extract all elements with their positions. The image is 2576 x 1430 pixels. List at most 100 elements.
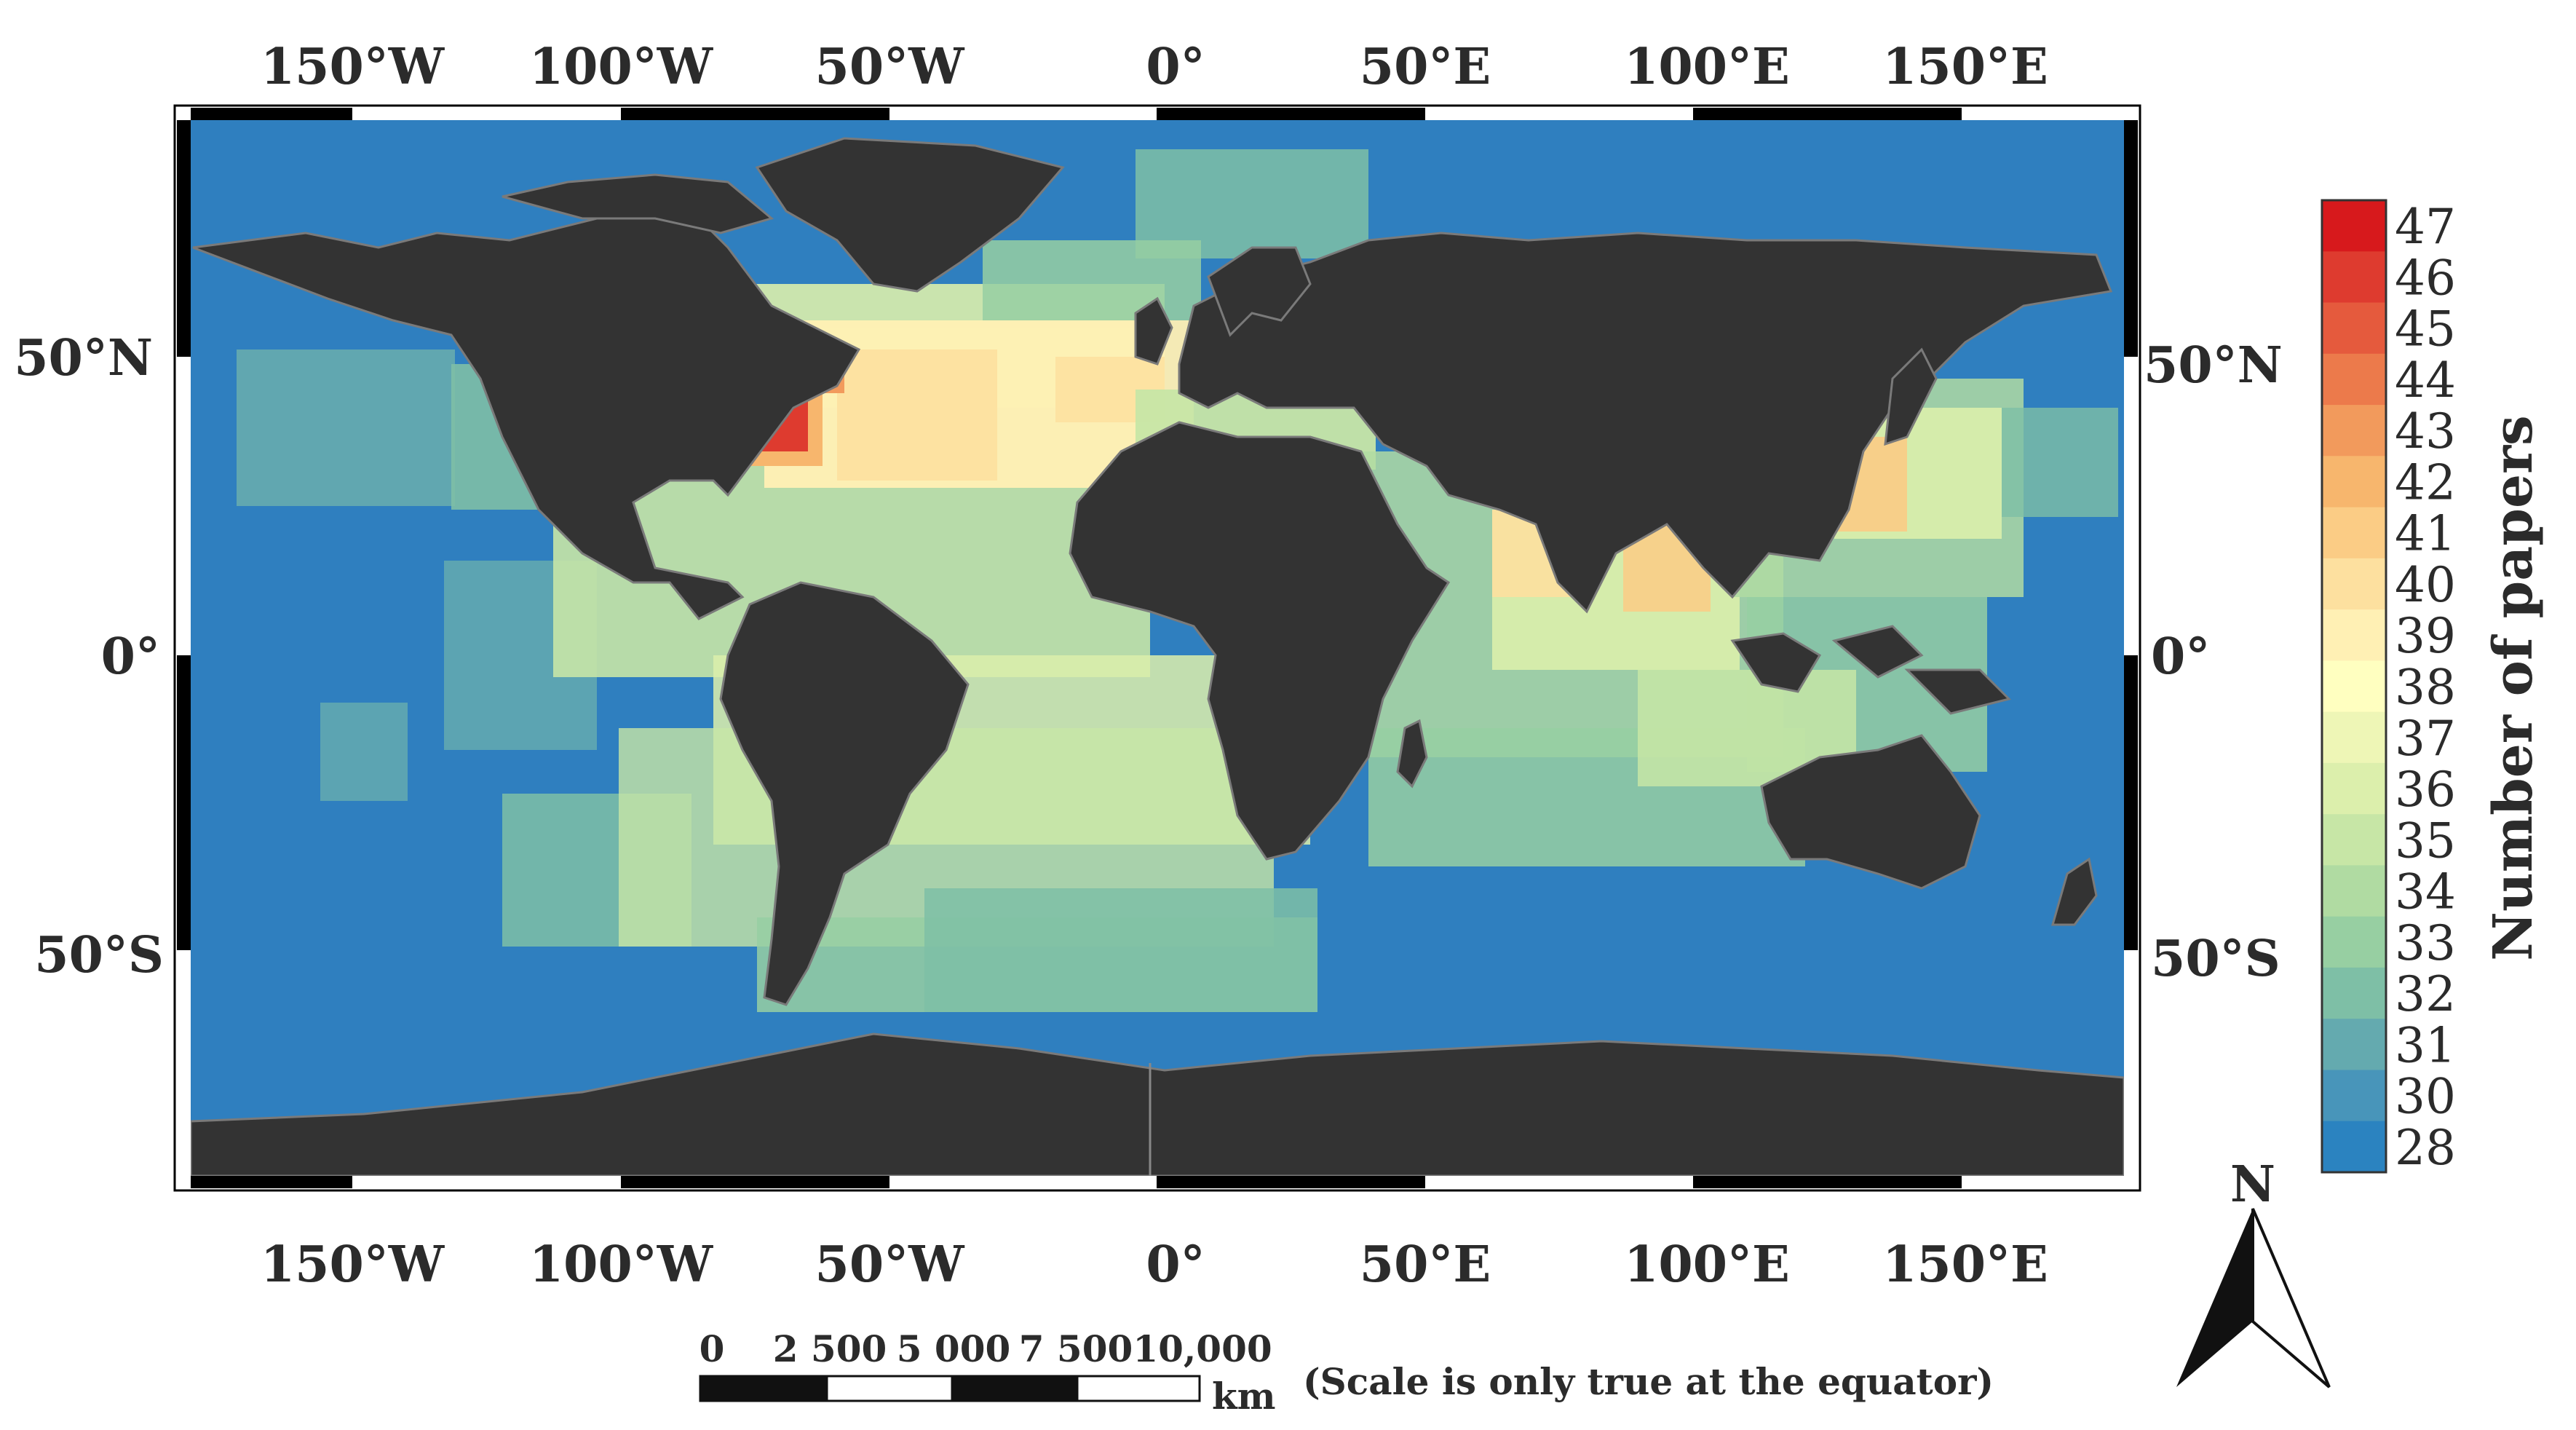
- north-arrow-label: N: [2230, 1156, 2275, 1214]
- legend-swatch: [2322, 1121, 2386, 1173]
- top-lon-label: 150°E: [1882, 38, 2048, 96]
- scale-note: (Scale is only true at the equator): [1303, 1360, 1994, 1403]
- legend-value-label: 28: [2395, 1120, 2456, 1176]
- scale-unit: km: [1212, 1375, 1276, 1418]
- frame-left-bar: [177, 120, 191, 950]
- right-lat-label: 0°: [2151, 628, 2210, 686]
- south-america: [719, 581, 970, 1006]
- legend-value-label: 31: [2395, 1017, 2456, 1073]
- top-lon-label: 100°W: [529, 38, 714, 96]
- scale-tick-label: 5 000: [897, 1327, 1011, 1370]
- scale-tick-label: 10,000: [1133, 1327, 1272, 1370]
- africa: [1069, 421, 1451, 861]
- scale-tick-label: 0: [700, 1327, 725, 1370]
- legend-swatch: [2322, 558, 2386, 610]
- eurasia: [1178, 232, 2113, 614]
- australia: [1760, 734, 1981, 890]
- frame-top-bar: [191, 108, 1962, 120]
- top-lon-label: 50°W: [815, 38, 966, 96]
- legend-swatch: [2322, 711, 2386, 764]
- bottom-lon-label: 100°E: [1624, 1236, 1790, 1294]
- legend-value-label: 42: [2395, 454, 2456, 510]
- right-lat-label: 50°S: [2151, 930, 2280, 988]
- antarctica: [191, 1032, 2124, 1176]
- scale-seg: [1076, 1375, 1201, 1402]
- madagascar: [1396, 719, 1428, 789]
- legend-swatch: [2322, 1019, 2386, 1070]
- scale-seg: [951, 1375, 1079, 1402]
- bottom-lon-label: 100°W: [529, 1236, 714, 1294]
- top-lon-label: 100°E: [1624, 38, 1790, 96]
- legend-swatch: [2322, 762, 2386, 815]
- legend-swatch: [2322, 251, 2386, 304]
- british-isles: [1134, 296, 1173, 366]
- bottom-lon-label: 150°E: [1882, 1236, 2048, 1294]
- scale-seg: [825, 1375, 954, 1402]
- legend-swatch: [2322, 1070, 2386, 1122]
- legend-swatch: [2322, 200, 2386, 252]
- legend-swatch: [2322, 353, 2386, 406]
- legend-value-label: 47: [2395, 199, 2456, 255]
- scale-seg: [699, 1375, 828, 1402]
- legend-value-label: 32: [2395, 966, 2456, 1022]
- scale-bar-ticks: 0 2 500 5 000 7 500 10,000: [700, 1327, 1272, 1370]
- legend-swatch: [2322, 456, 2386, 508]
- greenland: [755, 137, 1065, 293]
- land-masses: [191, 137, 2124, 1176]
- top-lon-label: 0°: [1146, 38, 1205, 96]
- left-lat-label: 50°N: [14, 329, 153, 387]
- canadian-archipelago: [502, 173, 774, 234]
- legend-value-label: 34: [2395, 864, 2456, 920]
- north-arrow-outline: [2251, 1208, 2331, 1388]
- legend-swatches: [2322, 200, 2386, 1173]
- legend-frame: [2321, 199, 2387, 1174]
- frame-right-bar: [2124, 120, 2138, 950]
- left-latitude-labels: 50°N 0° 50°S: [14, 329, 164, 984]
- bottom-lon-label: 50°E: [1360, 1236, 1491, 1294]
- top-longitude-labels: 150°W 100°W 50°W 0° 50°E 100°E 150°E: [261, 38, 2048, 96]
- top-lon-label: 150°W: [261, 38, 445, 96]
- legend-value-label: 43: [2395, 403, 2456, 459]
- north-arrow: N: [2176, 1156, 2331, 1388]
- scandinavia: [1207, 246, 1312, 337]
- legend-value-label: 41: [2395, 506, 2456, 562]
- scale-bar: 0 2 500 5 000 7 500 10,000 km (Scale is …: [699, 1327, 1994, 1418]
- left-lat-label: 50°S: [34, 926, 164, 984]
- legend-value-label: 33: [2395, 915, 2456, 971]
- legend-swatch: [2322, 814, 2386, 866]
- legend-value-label: 46: [2395, 250, 2456, 306]
- frame-bottom-bar: [191, 1176, 1962, 1188]
- right-lat-label: 50°N: [2144, 336, 2283, 395]
- legend-value-label: 35: [2395, 813, 2456, 869]
- legend-value-label: 30: [2395, 1069, 2456, 1125]
- top-lon-label: 50°E: [1360, 38, 1491, 96]
- left-lat-label: 0°: [101, 628, 160, 686]
- new-zealand: [2051, 857, 2098, 926]
- legend-value-label: 39: [2395, 608, 2456, 664]
- scale-tick-label: 7 500: [1019, 1327, 1133, 1370]
- bottom-lon-label: 50°W: [815, 1236, 966, 1294]
- north-arrow-icon: [2176, 1209, 2253, 1387]
- legend-value-label: 45: [2395, 301, 2456, 358]
- legend-value-label: 36: [2395, 762, 2456, 818]
- southeast-asia-islands: [1730, 625, 2011, 715]
- legend-swatch: [2322, 865, 2386, 917]
- bottom-lon-label: 150°W: [261, 1236, 445, 1294]
- legend-swatch: [2322, 916, 2386, 968]
- legend-swatch: [2322, 967, 2386, 1019]
- legend-swatch: [2322, 405, 2386, 457]
- legend-title: Number of papers: [2482, 415, 2545, 960]
- legend-swatch: [2322, 507, 2386, 559]
- legend-value-label: 37: [2395, 711, 2456, 767]
- map-frame: [173, 104, 2141, 1192]
- legend-value-label: 44: [2395, 352, 2456, 408]
- legend-value-label: 40: [2395, 557, 2456, 613]
- bottom-lon-label: 0°: [1146, 1236, 1205, 1294]
- legend-swatch: [2322, 609, 2386, 661]
- legend-value-label: 38: [2395, 660, 2456, 716]
- bottom-longitude-labels: 150°W 100°W 50°W 0° 50°E 100°E 150°E: [261, 1236, 2048, 1294]
- scale-tick-label: 2 500: [773, 1327, 887, 1370]
